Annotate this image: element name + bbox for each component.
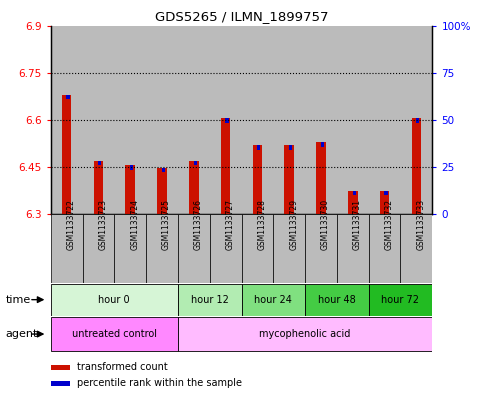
Text: GSM1133723: GSM1133723	[99, 199, 107, 250]
Bar	[369, 214, 400, 283]
Text: GSM1133732: GSM1133732	[384, 199, 394, 250]
Text: untreated control: untreated control	[72, 329, 157, 339]
Bar	[400, 26, 432, 214]
Bar	[400, 214, 432, 283]
Bar	[316, 142, 326, 214]
Bar	[321, 142, 324, 147]
Bar	[189, 161, 199, 214]
Text: GSM1133728: GSM1133728	[257, 199, 267, 250]
Bar	[242, 26, 273, 214]
Bar	[178, 284, 242, 316]
Text: GSM1133722: GSM1133722	[67, 199, 76, 250]
Bar	[94, 161, 103, 214]
Bar	[126, 165, 135, 214]
Bar	[114, 26, 146, 214]
Bar	[51, 214, 83, 283]
Bar	[83, 26, 114, 214]
Bar	[51, 365, 70, 369]
Bar	[273, 214, 305, 283]
Bar	[337, 214, 369, 283]
Bar	[273, 26, 305, 214]
Text: GSM1133729: GSM1133729	[289, 199, 298, 250]
Bar	[257, 145, 260, 150]
Bar	[210, 26, 242, 214]
Bar	[284, 145, 294, 214]
Bar	[146, 26, 178, 214]
Text: transformed count: transformed count	[77, 362, 168, 373]
Bar	[226, 118, 228, 123]
Bar	[353, 191, 356, 195]
Bar	[51, 26, 83, 214]
Bar	[305, 214, 337, 283]
Bar	[157, 168, 167, 214]
Bar	[348, 191, 357, 214]
Bar	[162, 168, 165, 173]
Bar	[114, 214, 146, 283]
Bar	[369, 26, 400, 214]
Text: GSM1133731: GSM1133731	[353, 199, 362, 250]
Bar	[83, 214, 114, 283]
Bar	[62, 95, 71, 214]
Text: hour 12: hour 12	[191, 295, 228, 305]
Bar	[178, 317, 432, 351]
Bar	[51, 381, 70, 386]
Text: GSM1133730: GSM1133730	[321, 199, 330, 250]
Bar	[178, 26, 210, 214]
Bar	[412, 118, 421, 214]
Bar	[130, 165, 133, 170]
Bar	[242, 26, 273, 214]
Bar	[273, 26, 305, 214]
Bar	[67, 95, 70, 99]
Bar	[51, 284, 178, 316]
Bar	[400, 26, 432, 214]
Text: GSM1133727: GSM1133727	[226, 199, 235, 250]
Bar	[337, 26, 369, 214]
Text: percentile rank within the sample: percentile rank within the sample	[77, 378, 242, 388]
Bar	[194, 161, 197, 165]
Bar	[242, 284, 305, 316]
Bar	[221, 118, 230, 214]
Bar	[83, 26, 114, 214]
Bar	[305, 26, 337, 214]
Bar	[51, 317, 178, 351]
Text: hour 72: hour 72	[382, 295, 420, 305]
Bar	[380, 191, 389, 214]
Text: time: time	[6, 295, 31, 305]
Text: mycophenolic acid: mycophenolic acid	[259, 329, 351, 339]
Bar	[51, 26, 83, 214]
Bar	[210, 214, 242, 283]
Text: GSM1133725: GSM1133725	[162, 199, 171, 250]
Bar	[210, 26, 242, 214]
Bar	[178, 214, 210, 283]
Bar	[369, 26, 400, 214]
Bar	[384, 191, 388, 195]
Text: GSM1133733: GSM1133733	[416, 199, 426, 250]
Text: hour 24: hour 24	[255, 295, 292, 305]
Bar	[305, 284, 369, 316]
Bar	[146, 26, 178, 214]
Text: GSM1133724: GSM1133724	[130, 199, 139, 250]
Bar	[178, 26, 210, 214]
Bar	[146, 214, 178, 283]
Text: GDS5265 / ILMN_1899757: GDS5265 / ILMN_1899757	[155, 10, 328, 23]
Bar	[337, 26, 369, 214]
Text: GSM1133726: GSM1133726	[194, 199, 203, 250]
Bar	[98, 161, 101, 165]
Bar	[242, 214, 273, 283]
Bar	[416, 118, 419, 123]
Text: hour 0: hour 0	[99, 295, 130, 305]
Bar	[253, 145, 262, 214]
Text: agent: agent	[6, 329, 38, 339]
Text: hour 48: hour 48	[318, 295, 356, 305]
Bar	[369, 284, 432, 316]
Bar	[289, 145, 292, 150]
Bar	[114, 26, 146, 214]
Bar	[305, 26, 337, 214]
